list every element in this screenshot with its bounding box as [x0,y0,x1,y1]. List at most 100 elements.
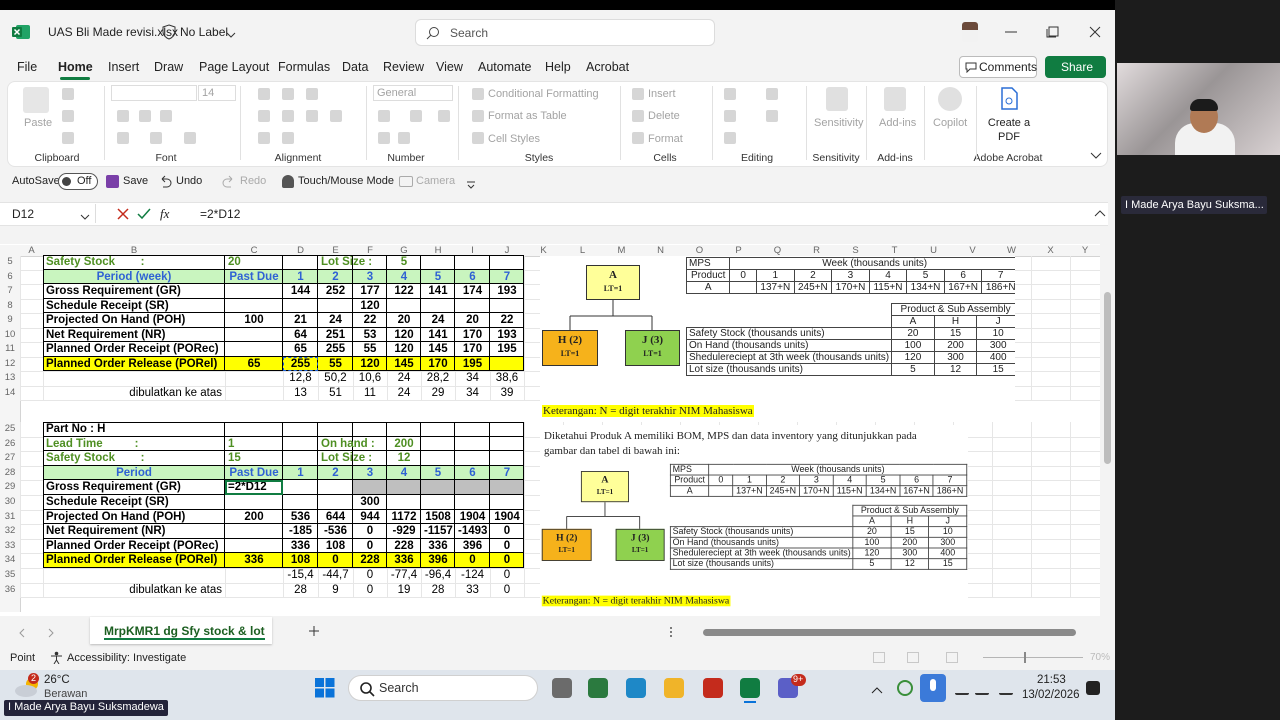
ribbon-button[interactable]: Delete [648,110,680,122]
ribbon-icon[interactable] [330,110,342,122]
menu-tab[interactable]: Insert [108,60,140,74]
notification-icon[interactable] [1086,681,1100,695]
cell[interactable]: 122 [394,285,414,297]
ribbon-icon[interactable] [632,110,644,122]
cell[interactable]: 145 [428,343,448,355]
ribbon-icon[interactable] [724,132,736,144]
tab-prev[interactable] [18,627,26,638]
row-header[interactable]: 5 [7,256,13,267]
cell[interactable]: Safety Stock : [46,452,145,465]
row-header[interactable]: 12 [4,357,16,369]
tray-overflow[interactable] [871,683,883,694]
cell[interactable]: 1172 [391,510,417,523]
cell[interactable]: 0 [503,569,511,581]
share-button[interactable]: Share [1045,56,1106,78]
cell[interactable]: 2 [332,466,339,479]
cell[interactable]: 336 [394,554,414,567]
close-button[interactable] [1088,26,1102,38]
touch-mode-button[interactable]: Touch/Mouse Mode [298,175,394,187]
cell[interactable]: 64 [294,328,307,341]
tray-icon[interactable] [975,681,989,695]
column-header[interactable]: M [617,245,626,256]
cell[interactable]: 21 [294,314,307,326]
row-header[interactable]: 28 [4,466,16,478]
cell[interactable]: 141 [428,285,448,297]
ribbon-icon[interactable] [766,88,778,100]
number-format-box[interactable] [373,85,453,101]
cell[interactable]: 108 [290,554,311,567]
cell[interactable]: -929 [392,525,416,538]
row-header[interactable]: 36 [4,583,16,595]
cell[interactable]: Safety Stock : [46,256,145,268]
view-button[interactable] [946,652,958,663]
cell[interactable]: 228 [394,539,414,552]
cell[interactable]: 13 [294,386,307,399]
insert-function[interactable]: fx [160,206,170,221]
cell[interactable]: 100 [244,314,264,326]
taskbar-app[interactable] [740,678,760,698]
column-header[interactable]: B [130,245,138,256]
cell[interactable]: 20 [466,314,479,326]
cell[interactable]: 65 [247,357,261,370]
tray-icon[interactable] [897,680,913,696]
accessibility-status[interactable]: Accessibility: Investigate [67,652,187,664]
vertical-scroll-thumb[interactable] [1104,292,1111,464]
column-header[interactable]: U [930,245,937,256]
cell[interactable]: Projected On Hand (POH) [46,314,186,326]
start-button[interactable] [315,678,335,698]
cell[interactable]: 20 [228,256,241,268]
cell[interactable]: 7 [503,466,511,479]
ribbon-button[interactable]: Format as Table [488,110,567,122]
zoom-slider[interactable] [983,657,1083,658]
cell[interactable]: 28,2 [426,372,450,384]
cell[interactable]: 0 [503,583,511,596]
cell[interactable]: 33 [466,583,479,596]
taskbar-app[interactable] [664,678,684,698]
cell[interactable]: 7 [503,270,511,283]
menu-tab[interactable]: File [17,60,38,74]
minimize-button[interactable] [1004,26,1018,38]
cell[interactable]: -536 [323,525,348,538]
ribbon-icon[interactable] [410,110,422,122]
menu-tab[interactable]: Data [342,60,369,74]
cell[interactable]: -1157 [424,525,453,538]
column-header[interactable]: Y [1081,245,1089,256]
menu-tab[interactable]: Acrobat [586,60,630,74]
column-header[interactable]: G [400,245,408,256]
font-name-box[interactable] [111,85,197,101]
menu-tab[interactable]: Draw [154,60,184,74]
ribbon-button[interactable]: Copilot [933,117,968,129]
comments-button[interactable]: Comments [959,56,1037,78]
name-box[interactable] [5,204,96,223]
cell[interactable]: 28 [294,583,307,596]
autosave-toggle[interactable]: Off [58,173,98,190]
cell[interactable]: 34 [466,386,479,399]
column-header[interactable]: P [735,245,742,256]
cell[interactable]: 141 [428,328,448,341]
ribbon-icon[interactable] [472,110,484,122]
cell[interactable]: -77,4 [390,569,418,581]
cell[interactable]: 24 [397,372,411,384]
cell[interactable]: 193 [497,328,517,341]
ribbon-button[interactable]: Insert [648,88,676,100]
column-header[interactable]: S [852,245,859,256]
ribbon-icon[interactable] [258,110,270,122]
cell[interactable]: 0 [503,554,511,567]
tab-next[interactable] [47,627,55,638]
cell[interactable]: 22 [500,314,514,326]
cell[interactable]: 1508 [425,510,451,523]
ribbon-icon[interactable] [139,110,151,122]
cell[interactable]: 120 [394,328,414,341]
cell[interactable]: 4 [400,270,408,283]
cell[interactable]: 0 [332,554,339,567]
ribbon-button[interactable]: Paste [24,117,53,129]
ribbon-icon[interactable] [472,88,484,100]
ribbon-icon[interactable] [632,132,644,144]
cell[interactable]: 3 [366,270,374,283]
row-header[interactable]: 13 [4,372,16,383]
cell[interactable]: 300 [360,496,380,508]
menu-tab[interactable]: Help [545,60,571,74]
column-header[interactable]: J [504,245,510,256]
cell[interactable]: 24 [329,314,342,326]
menu-tab[interactable]: Home [58,60,93,74]
